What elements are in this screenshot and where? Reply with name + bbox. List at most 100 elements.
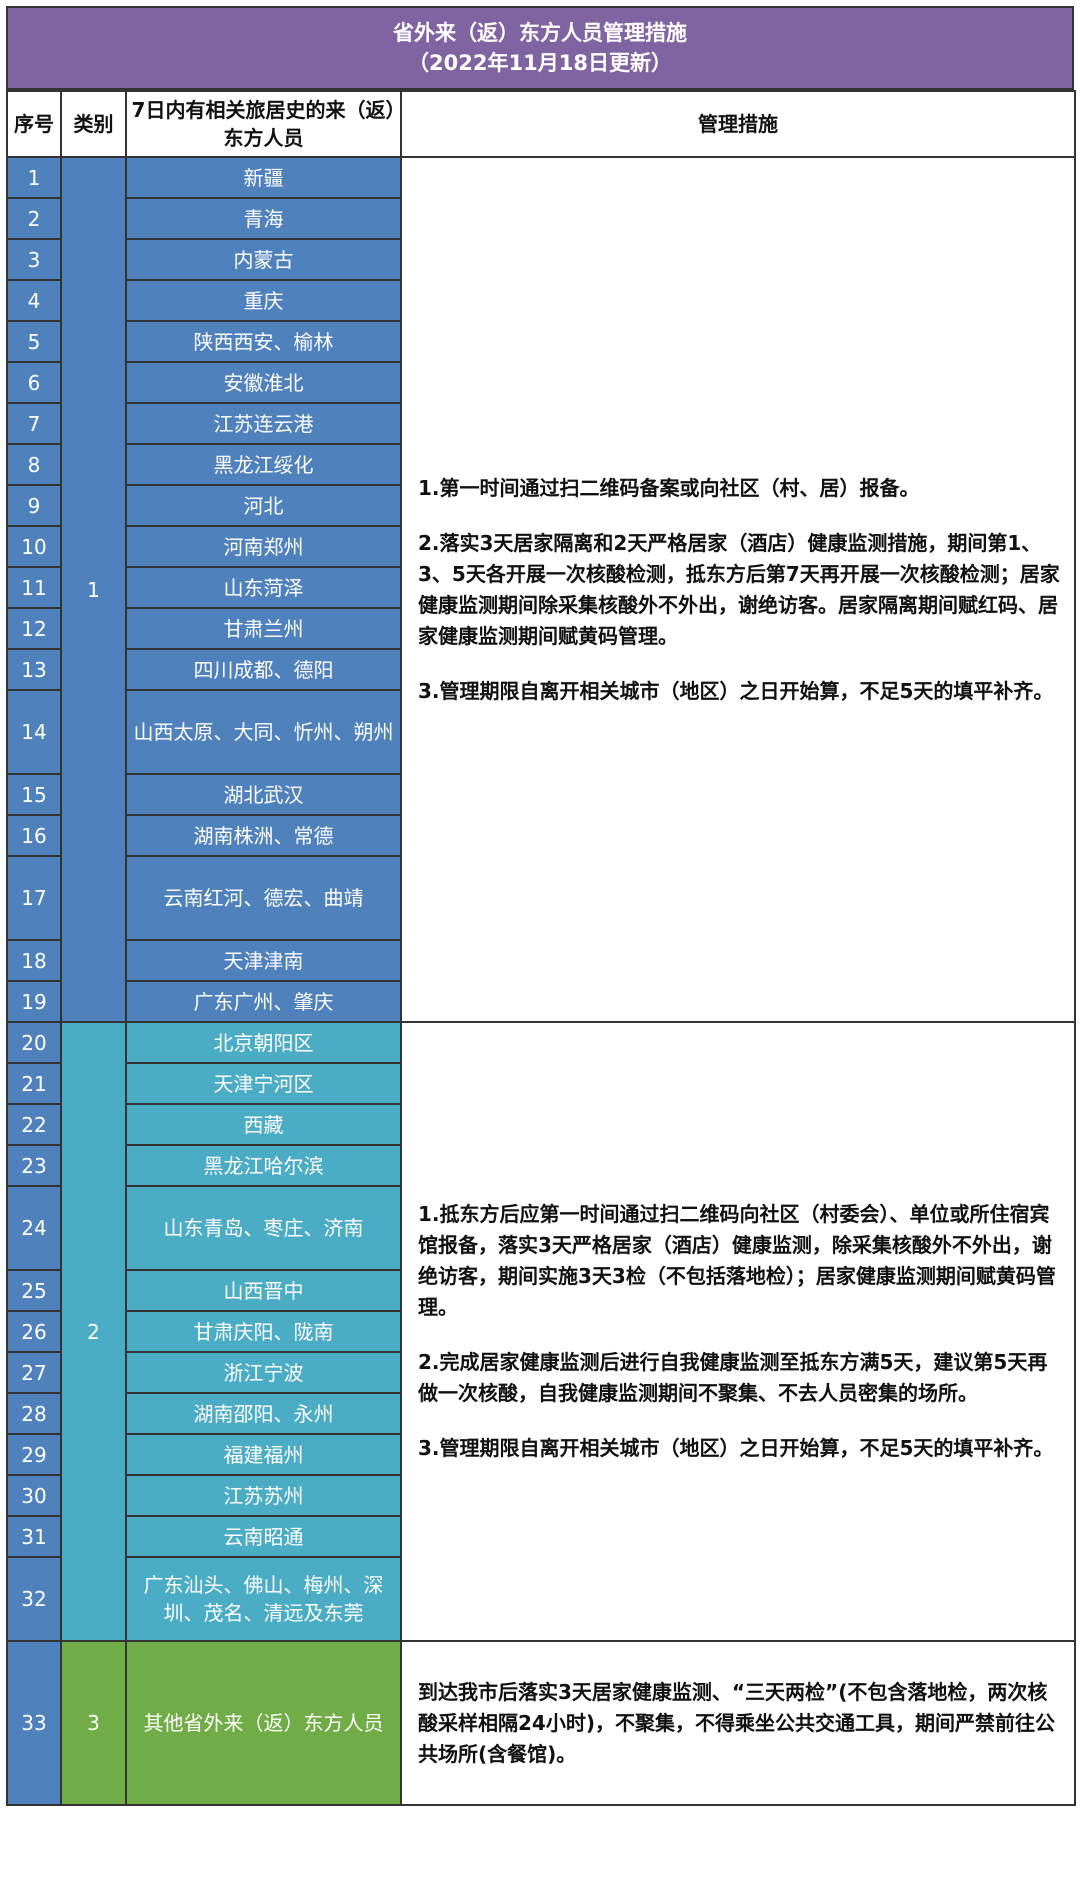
region-cell: 北京朝阳区 xyxy=(125,1021,402,1064)
seq-cell: 29 xyxy=(6,1433,62,1476)
seq-cell: 12 xyxy=(6,607,62,650)
table-row: 23 黑龙江哈尔滨 xyxy=(6,1144,1075,1187)
seq-cell: 7 xyxy=(6,402,62,445)
region-cell: 云南红河、德宏、曲靖 xyxy=(125,855,402,941)
policy-table: 序号 类别 7日内有相关旅居史的来（返）东方人员 管理措施 1 1 新疆 1.第一时间… xyxy=(6,90,1076,1806)
title-main: 省外来（返）东方人员管理措施 xyxy=(393,21,687,45)
policy-table-container: 省外来（返）东方人员管理措施 （2022年11月18日更新） 序号 类别 7日内… xyxy=(6,6,1076,1806)
seq-cell: 2 xyxy=(6,197,62,240)
table-row: 22 西藏 xyxy=(6,1103,1075,1146)
seq-cell: 20 xyxy=(6,1021,62,1064)
seq-cell: 32 xyxy=(6,1556,62,1642)
seq-cell: 17 xyxy=(6,855,62,941)
measures-cell: 1.抵东方后应第一时间通过扫二维码向社区（村委会）、单位或所住宿宾馆报备，落实3… xyxy=(400,1021,1076,1642)
table-row: 30 江苏苏州 xyxy=(6,1474,1075,1517)
seq-cell: 19 xyxy=(6,980,62,1023)
measure-item: 1.抵东方后应第一时间通过扫二维码向社区（村委会）、单位或所住宿宾馆报备，落实3… xyxy=(418,1202,1056,1319)
table-row: 9 河北 xyxy=(6,484,1075,527)
region-cell: 四川成都、德阳 xyxy=(125,648,402,691)
seq-cell: 4 xyxy=(6,279,62,322)
table-row: 32 广东汕头、佛山、梅州、深圳、茂名、清远及东莞 xyxy=(6,1556,1075,1642)
seq-cell: 21 xyxy=(6,1062,62,1105)
table-row: 13 四川成都、德阳 xyxy=(6,648,1075,691)
seq-cell: 33 xyxy=(6,1640,62,1806)
table-row: 10 河南郑州 xyxy=(6,525,1075,568)
header-seq: 序号 xyxy=(6,90,62,158)
seq-cell: 24 xyxy=(6,1185,62,1271)
measure-item: 3.管理期限自离开相关城市（地区）之日开始算，不足5天的填平补齐。 xyxy=(418,678,1054,703)
region-cell: 江苏苏州 xyxy=(125,1474,402,1517)
seq-cell: 27 xyxy=(6,1351,62,1394)
region-cell: 新疆 xyxy=(125,156,402,199)
seq-cell: 1 xyxy=(6,156,62,199)
region-cell: 西藏 xyxy=(125,1103,402,1146)
table-row: 14 山西太原、大同、忻州、朔州 xyxy=(6,689,1075,775)
seq-cell: 28 xyxy=(6,1392,62,1435)
table-row: 6 安徽淮北 xyxy=(6,361,1075,404)
seq-cell: 15 xyxy=(6,773,62,816)
measure-item: 2.落实3天居家隔离和2天严格居家（酒店）健康监测措施，期间第1、3、5天各开展… xyxy=(418,530,1060,648)
region-cell: 云南昭通 xyxy=(125,1515,402,1558)
table-row: 24 山东青岛、枣庄、济南 xyxy=(6,1185,1075,1271)
title-date: （2022年11月18日更新） xyxy=(408,51,672,75)
region-cell: 其他省外来（返）东方人员 xyxy=(125,1640,402,1806)
header-row: 序号 类别 7日内有相关旅居史的来（返）东方人员 管理措施 xyxy=(6,90,1076,158)
seq-cell: 23 xyxy=(6,1144,62,1187)
table-row: 7 江苏连云港 xyxy=(6,402,1075,445)
seq-cell: 22 xyxy=(6,1103,62,1146)
table-row: 5 陕西西安、榆林 xyxy=(6,320,1075,363)
category-cell: 2 xyxy=(60,1021,127,1642)
table-row: 4 重庆 xyxy=(6,279,1075,322)
table-row: 31 云南昭通 xyxy=(6,1515,1075,1558)
measure-item: 1.第一时间通过扫二维码备案或向社区（村、居）报备。 xyxy=(418,475,920,500)
region-cell: 山西晋中 xyxy=(125,1269,402,1312)
region-cell: 广东广州、肇庆 xyxy=(125,980,402,1023)
region-cell: 河北 xyxy=(125,484,402,527)
seq-cell: 6 xyxy=(6,361,62,404)
seq-cell: 26 xyxy=(6,1310,62,1353)
measure-item: 到达我市后落实3天居家健康监测、“三天两检”(不包含落地检，两次核酸采样相隔24… xyxy=(418,1679,1055,1766)
seq-cell: 10 xyxy=(6,525,62,568)
table-row: 11 山东菏泽 xyxy=(6,566,1075,609)
table-title: 省外来（返）东方人员管理措施 （2022年11月18日更新） xyxy=(6,6,1074,90)
seq-cell: 14 xyxy=(6,689,62,775)
region-cell: 湖南邵阳、永州 xyxy=(125,1392,402,1435)
region-cell: 安徽淮北 xyxy=(125,361,402,404)
region-cell: 浙江宁波 xyxy=(125,1351,402,1394)
region-cell: 黑龙江绥化 xyxy=(125,443,402,486)
table-row: 15 湖北武汉 xyxy=(6,773,1075,816)
region-cell: 重庆 xyxy=(125,279,402,322)
table-row: 33 3 其他省外来（返）东方人员 到达我市后落实3天居家健康监测、“三天两检”(不包… xyxy=(6,1640,1076,1806)
region-cell: 福建福州 xyxy=(125,1433,402,1476)
table-row: 2 青海 xyxy=(6,197,1075,240)
table-row: 18 天津津南 xyxy=(6,939,1075,982)
seq-cell: 5 xyxy=(6,320,62,363)
table-row: 19 广东广州、肇庆 xyxy=(6,980,1075,1023)
region-cell: 广东汕头、佛山、梅州、深圳、茂名、清远及东莞 xyxy=(125,1556,402,1642)
table-row: 1 1 新疆 1.第一时间通过扫二维码备案或向社区（村、居）报备。 2.落实3天居家隔离… xyxy=(6,156,1076,1023)
category-cell: 3 xyxy=(60,1640,127,1806)
table-row: 20 2 北京朝阳区 1.抵东方后应第一时间通过扫二维码向社区（村委会）、单位或所住宿… xyxy=(6,1021,1076,1642)
table-row: 12 甘肃兰州 xyxy=(6,607,1075,650)
region-cell: 山东青岛、枣庄、济南 xyxy=(125,1185,402,1271)
region-cell: 天津津南 xyxy=(125,939,402,982)
region-cell: 山西太原、大同、忻州、朔州 xyxy=(125,689,402,775)
seq-cell: 13 xyxy=(6,648,62,691)
region-cell: 内蒙古 xyxy=(125,238,402,281)
table-row: 8 黑龙江绥化 xyxy=(6,443,1075,486)
table-row: 25 山西晋中 xyxy=(6,1269,1075,1312)
seq-cell: 25 xyxy=(6,1269,62,1312)
seq-cell: 31 xyxy=(6,1515,62,1558)
region-cell: 河南郑州 xyxy=(125,525,402,568)
table-row: 29 福建福州 xyxy=(6,1433,1075,1476)
seq-cell: 3 xyxy=(6,238,62,281)
seq-cell: 16 xyxy=(6,814,62,857)
category-cell: 1 xyxy=(60,156,127,1023)
header-category: 类别 xyxy=(60,90,127,158)
seq-cell: 8 xyxy=(6,443,62,486)
table-row: 28 湖南邵阳、永州 xyxy=(6,1392,1075,1435)
region-cell: 甘肃庆阳、陇南 xyxy=(125,1310,402,1353)
table-row: 21 天津宁河区 xyxy=(6,1062,1075,1105)
seq-cell: 11 xyxy=(6,566,62,609)
region-cell: 湖南株洲、常德 xyxy=(125,814,402,857)
